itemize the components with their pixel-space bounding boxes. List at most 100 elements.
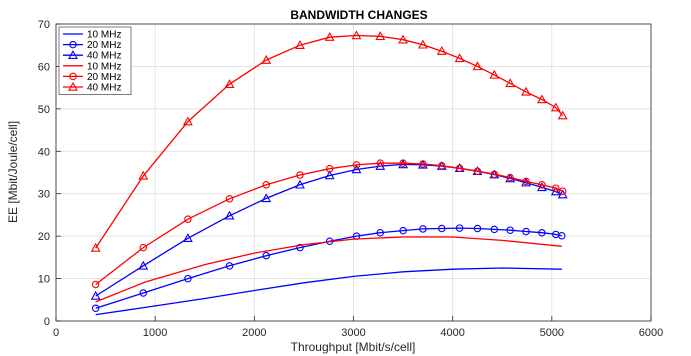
data-point	[138, 260, 149, 270]
data-point	[376, 159, 385, 167]
legend-label: 40 MHz	[87, 83, 121, 94]
data-point	[489, 69, 500, 79]
data-point	[139, 289, 148, 297]
data-point	[438, 161, 446, 170]
legend-label: 20 MHz	[87, 40, 121, 51]
y-tick-label: 40	[38, 146, 50, 158]
data-point	[324, 32, 335, 41]
x-tick-label: 0	[53, 327, 59, 339]
data-point	[351, 164, 362, 174]
y-tick-label: 10	[38, 274, 50, 286]
data-point	[375, 31, 386, 41]
data-point	[472, 61, 483, 71]
data-point	[419, 160, 427, 168]
data-point	[557, 110, 568, 120]
data-point	[224, 79, 235, 88]
data-point	[296, 171, 304, 179]
x-tick-label: 6000	[639, 327, 663, 339]
data-point	[184, 215, 192, 223]
data-point	[225, 262, 234, 270]
data-point	[538, 181, 546, 189]
legend-label: 10 MHz	[87, 30, 121, 41]
data-point	[417, 39, 428, 49]
data-point	[184, 274, 192, 283]
legend-entry: 40 MHz	[63, 81, 121, 94]
data-point	[261, 54, 272, 64]
data-point	[490, 225, 499, 234]
data-point	[139, 243, 148, 252]
data-point	[506, 173, 514, 182]
legend-label: 20 MHz	[87, 72, 121, 83]
data-point	[90, 242, 101, 252]
data-point	[295, 179, 305, 189]
legend-entry: 20 MHz	[63, 72, 121, 83]
data-point	[324, 170, 335, 180]
y-tick-label: 20	[38, 231, 50, 243]
data-point	[182, 233, 193, 243]
data-point	[182, 116, 193, 126]
series-0	[95, 267, 562, 316]
data-point	[505, 78, 516, 88]
data-point	[436, 46, 447, 55]
data-point	[262, 251, 270, 260]
legend-entry: 20 MHz	[63, 40, 121, 51]
data-point	[552, 184, 560, 192]
legend-box	[58, 26, 132, 95]
legend-entry: 10 MHz	[63, 30, 121, 41]
data-point	[91, 280, 100, 289]
data-point	[398, 159, 409, 169]
data-point	[91, 304, 100, 313]
legend-entry: 10 MHz	[63, 61, 121, 72]
data-point	[438, 224, 446, 233]
data-point	[295, 40, 305, 49]
data-point	[399, 159, 407, 167]
series-5	[90, 30, 568, 252]
y-tick-label: 50	[38, 104, 50, 116]
data-point	[398, 34, 409, 44]
data-point	[224, 210, 235, 220]
x-tick-label: 2000	[242, 327, 266, 339]
data-point	[522, 227, 530, 236]
data-point	[538, 228, 546, 237]
data-point	[522, 177, 530, 186]
legend-marker	[69, 40, 77, 49]
x-axis-label: Throughput [Mbit/s/cell]	[291, 340, 416, 354]
y-tick-label: 0	[44, 316, 50, 328]
data-point	[325, 164, 334, 173]
data-point	[558, 187, 567, 195]
series-line	[95, 34, 564, 249]
data-point	[557, 231, 566, 240]
series-line	[95, 267, 562, 316]
legend-marker	[68, 81, 78, 91]
series-3	[95, 236, 562, 303]
series-layer	[90, 30, 568, 316]
data-point	[550, 102, 561, 112]
y-ticks: 0 10 20 30 40 50 60 70	[38, 19, 61, 328]
data-point	[352, 161, 361, 169]
chart-title: BANDWIDTH CHANGES	[290, 8, 427, 22]
legend-label: 40 MHz	[87, 51, 121, 62]
y-tick-label: 70	[38, 19, 50, 31]
series-1	[91, 224, 566, 313]
data-point	[506, 226, 514, 234]
legend-label: 10 MHz	[87, 61, 121, 72]
data-point	[376, 228, 385, 237]
data-point	[261, 193, 272, 203]
data-point	[225, 195, 234, 203]
data-point	[455, 164, 464, 173]
x-tick-label: 3000	[341, 327, 365, 339]
data-point	[262, 181, 270, 189]
data-point	[490, 170, 499, 178]
data-point	[454, 53, 465, 63]
data-point	[419, 225, 427, 233]
y-axis-label: EE [Mbit/Joule/cell]	[6, 121, 20, 223]
data-point	[351, 30, 362, 40]
x-tick-label: 1000	[143, 327, 167, 339]
data-point	[473, 224, 482, 233]
series-line	[95, 236, 562, 303]
y-tick-label: 30	[38, 189, 50, 201]
data-point	[138, 170, 149, 180]
y-tick-label: 60	[38, 61, 50, 73]
